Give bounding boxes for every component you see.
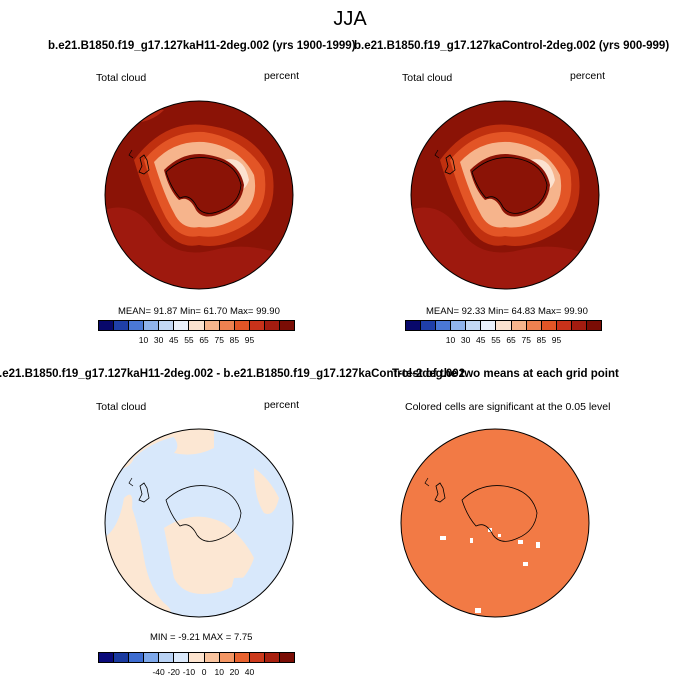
colorbar-cell (99, 653, 115, 662)
panel-1-map (104, 100, 294, 290)
colorbar-cell (129, 321, 145, 330)
panel-1-left-label: Total cloud (96, 72, 147, 84)
panel-3-colorbar-ticks: -40 -20 -10 0 10 20 40 (98, 667, 295, 679)
panel-1-units: percent (264, 70, 300, 82)
colorbar-tick-label: 10 (138, 335, 149, 345)
colorbar-cell (174, 653, 190, 662)
colorbar-tick-label: 85 (229, 335, 240, 345)
panel-3-map-svg (104, 428, 294, 618)
colorbar-cell (189, 653, 205, 662)
colorbar-cell (99, 321, 115, 330)
panel-1-colorbar (98, 320, 295, 331)
panel-2-left-label: Total cloud (402, 72, 453, 84)
colorbar-tick-label: 20 (229, 667, 240, 677)
colorbar-tick-label: -10 (182, 667, 196, 677)
colorbar-cell (189, 321, 205, 330)
colorbar-tick-label: 95 (244, 335, 255, 345)
panel-2-colorbar-ticks: 10 30 45 55 65 75 85 95 (405, 335, 602, 347)
panel-4-subtitle: Colored cells are significant at the 0.0… (405, 401, 611, 413)
colorbar-tick-label: 10 (445, 335, 456, 345)
colorbar-cell (114, 321, 130, 330)
panel-3-left-label: Total cloud (96, 401, 147, 413)
colorbar-tick-label: 30 (460, 335, 471, 345)
panel-2-map-svg (410, 100, 600, 290)
colorbar-cell (586, 321, 602, 330)
panel-4-map (400, 428, 590, 618)
colorbar-tick-label: 55 (491, 335, 501, 345)
colorbar-tick-label: 45 (169, 335, 179, 345)
colorbar-tick-label: 65 (506, 335, 516, 345)
colorbar-cell (466, 321, 482, 330)
colorbar-tick-label: 40 (244, 667, 255, 677)
colorbar-cell (234, 321, 250, 330)
figure-title: JJA (333, 8, 367, 30)
panel-1-stats: MEAN= 91.87 Min= 61.70 Max= 99.90 (118, 306, 280, 317)
colorbar-cell (451, 321, 467, 330)
colorbar-cell (144, 321, 160, 330)
colorbar-cell (234, 653, 250, 662)
colorbar-tick-label: -20 (167, 667, 180, 677)
colorbar-tick-label: 85 (536, 335, 547, 345)
colorbar-cell (219, 653, 235, 662)
panel-4-title: T-test of the two means at each grid poi… (392, 368, 619, 380)
colorbar-tick-label: 55 (184, 335, 194, 345)
colorbar-cell (264, 321, 280, 330)
panel-2-stats: MEAN= 92.33 Min= 64.83 Max= 99.90 (426, 306, 588, 317)
panel-2-map (410, 100, 600, 290)
colorbar-cell (264, 653, 280, 662)
panel-3-units: percent (264, 399, 300, 411)
colorbar-tick-label: 45 (476, 335, 486, 345)
panel-3-title: b.e21.B1850.f19_g17.127kaH11-2deg.002 - … (0, 368, 466, 380)
colorbar-cell (571, 321, 587, 330)
colorbar-cell (526, 321, 542, 330)
colorbar-cell (159, 653, 175, 662)
colorbar-cell (541, 321, 557, 330)
colorbar-cell (159, 321, 175, 330)
panel-2-colorbar (405, 320, 602, 331)
colorbar-cell (129, 653, 145, 662)
colorbar-cell (204, 321, 220, 330)
panel-3-map (104, 428, 294, 618)
colorbar-cell (511, 321, 527, 330)
colorbar-cell (406, 321, 422, 330)
colorbar-cell (279, 653, 295, 662)
colorbar-cell (114, 653, 130, 662)
colorbar-cell (556, 321, 572, 330)
colorbar-tick-label: 75 (521, 335, 531, 345)
colorbar-cell (144, 653, 160, 662)
colorbar-tick-label: 95 (551, 335, 562, 345)
colorbar-cell (481, 321, 497, 330)
colorbar-cell (496, 321, 512, 330)
colorbar-cell (249, 321, 265, 330)
colorbar-tick-label: 30 (153, 335, 164, 345)
colorbar-tick-label: 75 (214, 335, 224, 345)
panel-3-stats: MIN = -9.21 MAX = 7.75 (150, 632, 253, 643)
panel-4-map-svg (400, 428, 590, 618)
colorbar-cell (436, 321, 452, 330)
colorbar-tick-label: 65 (199, 335, 209, 345)
colorbar-tick-label: 10 (214, 667, 224, 677)
panel-1-title: b.e21.B1850.f19_g17.127kaH11-2deg.002 (y… (48, 40, 356, 52)
panel-3-colorbar (98, 652, 295, 663)
colorbar-tick-label: -40 (152, 667, 165, 677)
panel-2-units: percent (570, 70, 606, 82)
panel-1-colorbar-ticks: 10 30 45 55 65 75 85 95 (98, 335, 295, 347)
colorbar-cell (421, 321, 437, 330)
colorbar-cell (204, 653, 220, 662)
panel-2-title: b.e21.B1850.f19_g17.127kaControl-2deg.00… (354, 40, 670, 52)
colorbar-tick-label: 0 (201, 667, 207, 677)
colorbar-cell (219, 321, 235, 330)
colorbar-cell (279, 321, 295, 330)
panel-1-map-svg (104, 100, 294, 290)
colorbar-cell (174, 321, 190, 330)
colorbar-cell (249, 653, 265, 662)
